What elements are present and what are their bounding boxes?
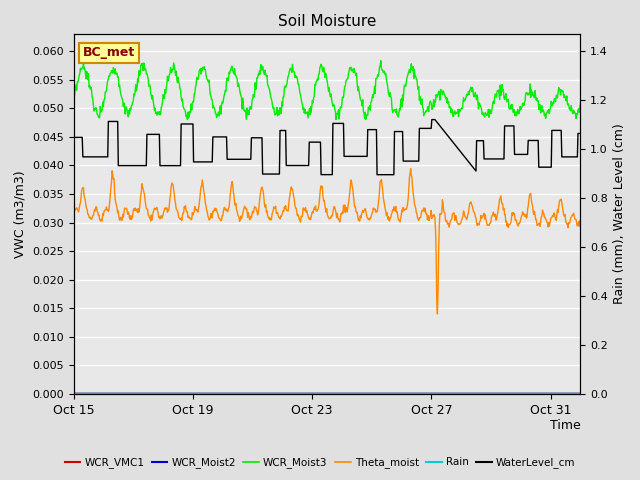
Text: BC_met: BC_met [83,47,135,60]
Title: Soil Moisture: Soil Moisture [278,13,376,28]
Y-axis label: VWC (m3/m3): VWC (m3/m3) [13,170,26,258]
X-axis label: Time: Time [550,419,580,432]
Legend: WCR_VMC1, WCR_Moist2, WCR_Moist3, Theta_moist, Rain, WaterLevel_cm: WCR_VMC1, WCR_Moist2, WCR_Moist3, Theta_… [60,453,580,472]
Y-axis label: Rain (mm), Water Level (cm): Rain (mm), Water Level (cm) [614,123,627,304]
